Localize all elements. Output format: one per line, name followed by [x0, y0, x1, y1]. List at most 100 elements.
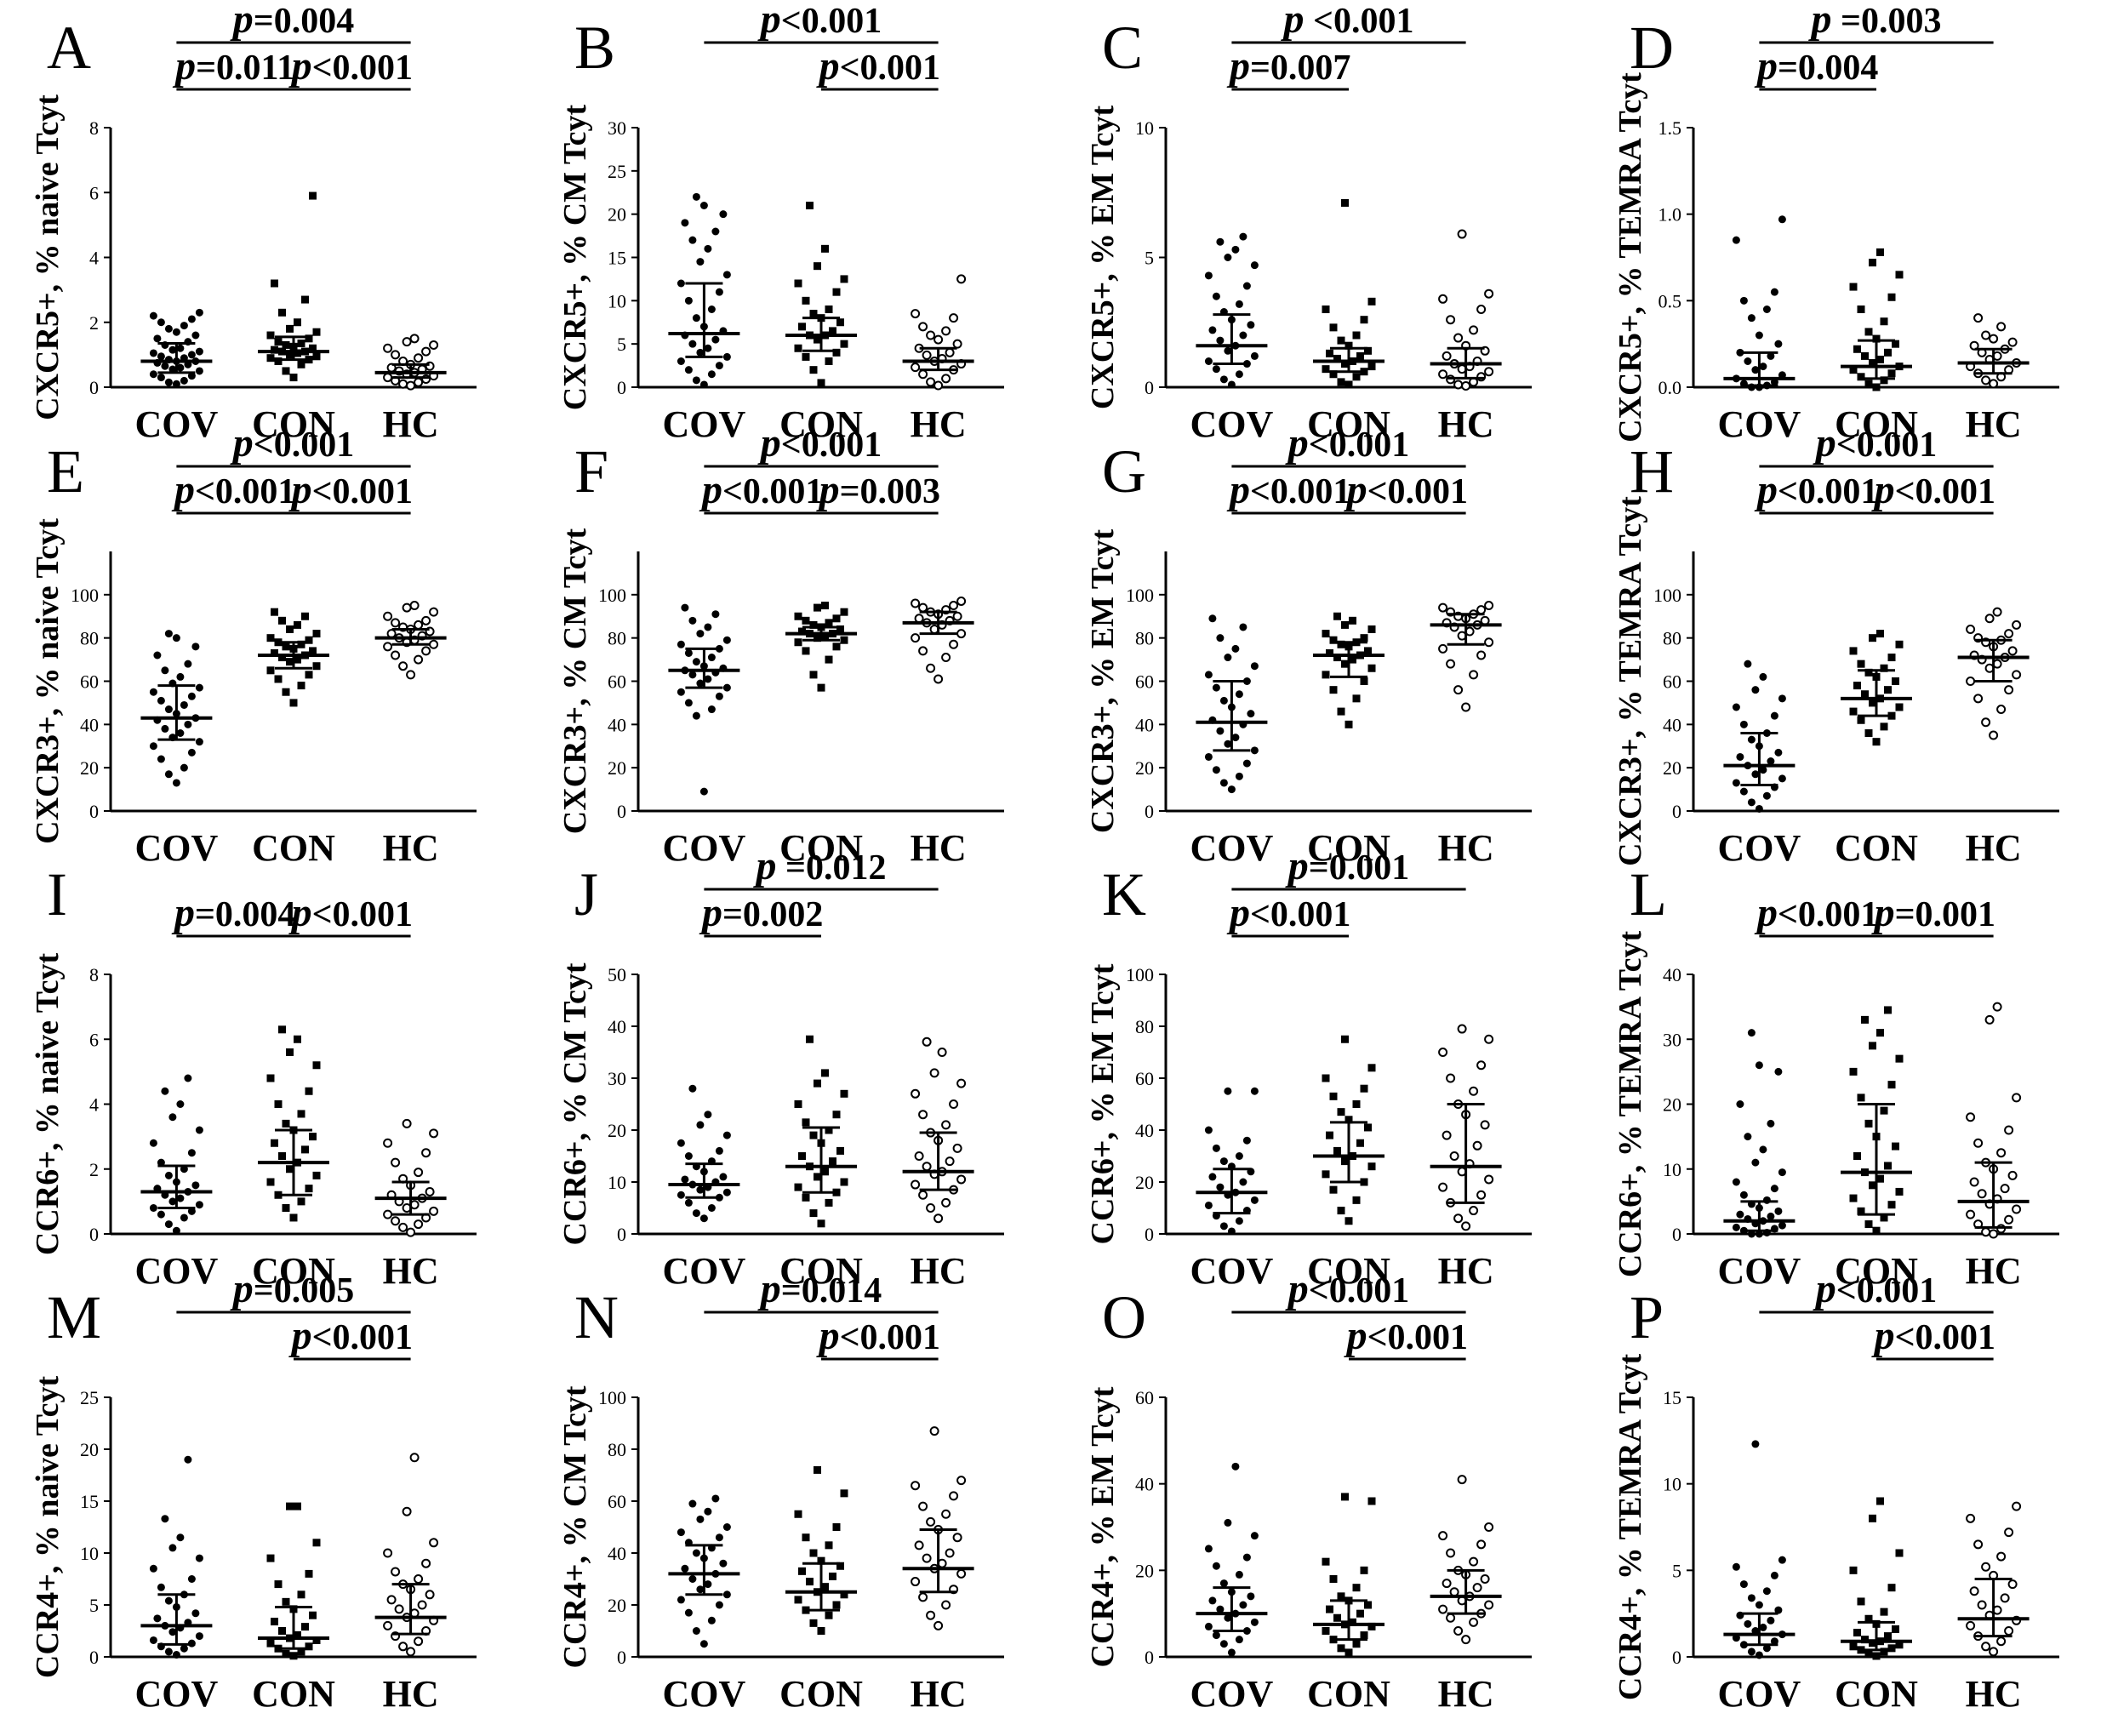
data-point	[383, 1209, 393, 1219]
data-point	[926, 1516, 936, 1527]
p-value: <0.001	[1305, 2, 1414, 41]
data-point	[406, 1227, 416, 1237]
data-point	[1770, 1185, 1778, 1193]
p-value: =0.005	[254, 1271, 354, 1311]
data-point	[1212, 1562, 1220, 1570]
data-point	[1770, 1637, 1778, 1646]
data-point	[1219, 375, 1228, 384]
data-point	[187, 1149, 196, 1157]
data-point	[945, 1156, 955, 1167]
data-point	[681, 219, 689, 227]
data-point	[1857, 373, 1865, 381]
data-point	[1208, 326, 1217, 334]
data-point	[1250, 662, 1259, 671]
category-label: HC	[383, 827, 439, 869]
data-point	[168, 1628, 177, 1636]
data-point	[707, 705, 716, 714]
data-point	[1880, 1608, 1888, 1616]
data-point	[715, 1533, 723, 1542]
data-point	[1219, 1222, 1228, 1231]
data-point	[806, 1035, 814, 1043]
data-point	[722, 1590, 731, 1599]
data-point	[802, 296, 810, 305]
y-tick-label: 100	[71, 585, 99, 606]
category-label: CON	[1835, 827, 1918, 869]
data-point	[814, 1173, 821, 1181]
data-point	[809, 1131, 818, 1139]
data-point	[918, 369, 928, 380]
data-point	[176, 363, 185, 372]
data-point	[1367, 1064, 1376, 1072]
data-point	[297, 682, 305, 690]
data-point	[294, 1502, 301, 1510]
data-point	[840, 275, 848, 283]
data-point	[191, 642, 200, 651]
data-point	[1247, 1592, 1255, 1601]
data-point	[825, 306, 833, 313]
data-point	[1981, 375, 1991, 385]
data-point	[1360, 634, 1368, 642]
data-point	[1446, 1613, 1456, 1623]
panel-letter: D	[1630, 14, 1674, 82]
data-point	[832, 1523, 841, 1531]
data-point	[157, 696, 165, 705]
data-point	[1739, 720, 1748, 728]
data-point	[172, 634, 180, 642]
data-point	[1333, 612, 1341, 620]
data-point	[1446, 1073, 1456, 1083]
category-label: HC	[383, 1673, 439, 1715]
data-point	[1345, 1648, 1353, 1657]
data-point	[836, 625, 844, 633]
category-label: COV	[1190, 827, 1274, 869]
data-point	[1352, 1584, 1361, 1592]
data-point	[1224, 1613, 1232, 1622]
data-point	[1872, 383, 1881, 391]
p-value-label: p=0.001	[1285, 843, 1409, 888]
data-point	[1778, 1556, 1786, 1564]
data-point	[1770, 1571, 1778, 1579]
data-point	[1966, 625, 1976, 634]
p-value: <0.001	[781, 425, 882, 465]
data-point	[711, 335, 720, 344]
y-tick-label: 2	[89, 312, 99, 334]
panel-letter: B	[574, 14, 615, 82]
data-point	[1736, 348, 1744, 357]
data-point	[394, 1604, 404, 1614]
p-value-label: p<0.001	[757, 420, 882, 465]
y-tick-label: 4	[89, 1094, 99, 1116]
data-point	[1333, 1146, 1341, 1155]
data-point	[1322, 1627, 1330, 1635]
data-point	[1996, 322, 2007, 332]
data-point	[1857, 716, 1865, 724]
data-point	[1204, 1126, 1213, 1134]
data-point	[1227, 1648, 1236, 1657]
data-point	[1337, 336, 1345, 345]
data-point	[1364, 1601, 1372, 1609]
data-point	[1337, 707, 1345, 716]
p-value-label: p<0.001	[757, 0, 882, 42]
data-point	[1892, 1625, 1899, 1633]
data-point	[1457, 229, 1467, 239]
data-point	[429, 639, 439, 649]
data-point	[1224, 254, 1232, 261]
y-tick-label: 15	[608, 248, 626, 269]
data-point	[1480, 1574, 1490, 1584]
y-tick-label: 15	[80, 1491, 99, 1512]
data-point	[1480, 1120, 1490, 1130]
data-point	[1204, 671, 1213, 679]
data-point	[2004, 1626, 2014, 1636]
data-point	[817, 379, 825, 387]
y-tick-label: 0	[617, 1647, 626, 1668]
data-point	[286, 324, 294, 333]
data-point	[1770, 288, 1778, 296]
data-point	[836, 1562, 844, 1570]
data-point	[429, 1206, 439, 1216]
category-label: CON	[1835, 1250, 1918, 1292]
p-symbol: p	[1871, 890, 1895, 935]
y-tick-label: 20	[608, 757, 626, 779]
data-point	[266, 1178, 275, 1186]
p-value-label: p<0.001	[1344, 467, 1468, 512]
data-point	[911, 1577, 921, 1587]
data-point	[802, 352, 810, 361]
